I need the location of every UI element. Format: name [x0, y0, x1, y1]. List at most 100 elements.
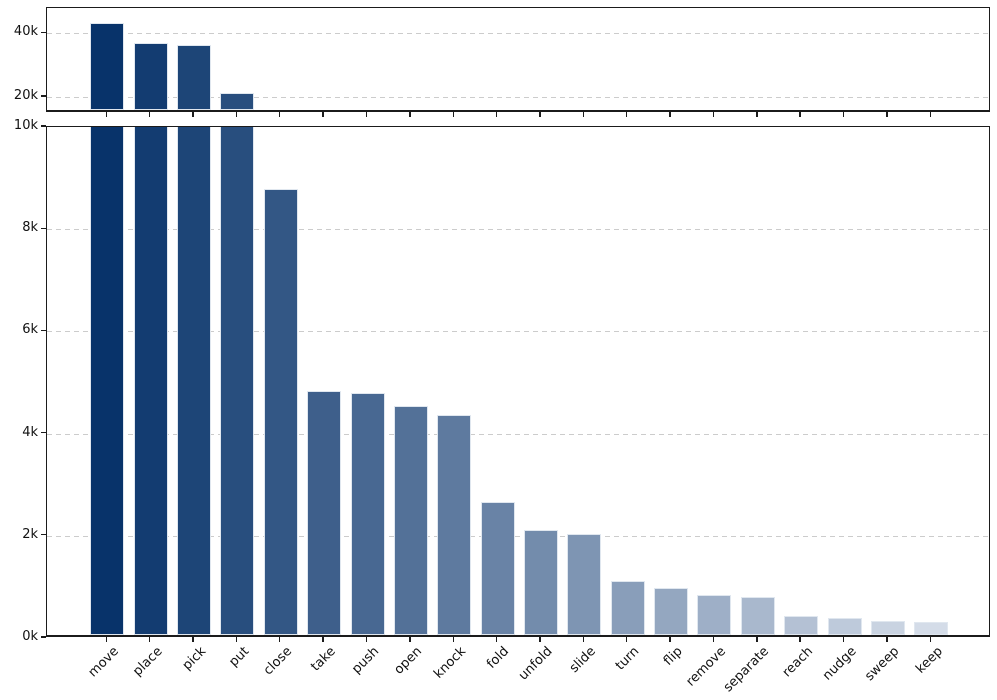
x-tick-take	[322, 112, 324, 117]
x-label-open: open	[391, 644, 426, 678]
y-tick-label-2k: 2k	[22, 526, 38, 542]
x-label-keep: keep	[913, 644, 946, 677]
bar-remove	[697, 594, 732, 635]
x-tick-knock	[452, 637, 454, 642]
bar-sweep	[870, 621, 905, 635]
x-label-pick: pick	[179, 644, 209, 674]
x-label-sweep: sweep	[862, 644, 903, 685]
x-tick-open	[409, 637, 411, 642]
x-tick-sweep	[886, 637, 888, 642]
x-tick-close	[279, 112, 281, 117]
bar-slide	[567, 533, 602, 635]
x-tick-push	[365, 637, 368, 642]
x-tick-put	[235, 637, 238, 642]
x-tick-put	[235, 112, 238, 117]
bar-open	[393, 406, 428, 635]
x-label-close: close	[261, 644, 296, 679]
x-tick-reach	[799, 637, 801, 642]
x-tick-reach	[799, 112, 801, 117]
x-tick-sweep	[886, 112, 888, 117]
x-label-take: take	[308, 644, 339, 675]
y-tick-4k	[41, 431, 46, 434]
x-tick-flip	[669, 637, 671, 642]
x-tick-unfold	[539, 637, 541, 642]
x-label-unfold: unfold	[516, 644, 556, 684]
upper-axis-panel	[46, 7, 990, 112]
x-tick-separate	[756, 637, 758, 642]
x-label-slide: slide	[566, 644, 599, 676]
gridline-40000	[47, 33, 989, 35]
gridline-2000	[47, 535, 989, 537]
y-tick-0k	[41, 636, 46, 638]
x-tick-move	[105, 637, 107, 642]
lower-plot-area	[47, 127, 989, 635]
x-label-reach: reach	[779, 644, 816, 681]
x-label-knock: knock	[431, 644, 469, 682]
x-tick-place	[148, 637, 151, 642]
x-label-flip: flip	[660, 644, 686, 669]
y-tick-label-20k: 20k	[13, 88, 38, 104]
x-tick-remove	[712, 112, 715, 117]
x-label-put: put	[226, 644, 253, 670]
bar-knock	[437, 414, 472, 635]
lower-axis-panel	[46, 126, 990, 637]
y-tick-2k	[41, 534, 46, 536]
x-tick-fold	[495, 112, 498, 117]
bar-move	[90, 22, 125, 110]
bar-pick	[177, 127, 212, 635]
x-tick-nudge	[842, 637, 845, 642]
x-label-move: move	[85, 644, 122, 681]
x-tick-flip	[669, 112, 671, 117]
y-tick-label-10k: 10k	[13, 118, 38, 133]
x-tick-turn	[626, 637, 628, 642]
y-tick-20k	[41, 95, 46, 97]
upper-plot-area	[47, 8, 989, 110]
bar-nudge	[827, 618, 862, 635]
x-tick-knock	[452, 112, 454, 117]
bar-separate	[740, 597, 775, 635]
bar-take	[307, 391, 342, 635]
x-tick-pick	[192, 112, 194, 117]
x-tick-fold	[495, 637, 498, 642]
bar-keep	[914, 622, 949, 635]
gridline-4000	[47, 433, 989, 435]
y-tick-label-0k: 0k	[22, 629, 38, 644]
x-label-nudge: nudge	[819, 644, 860, 684]
bar-fold	[480, 501, 515, 635]
x-tick-keep	[929, 637, 931, 642]
x-tick-move	[105, 112, 107, 117]
x-tick-keep	[929, 112, 931, 117]
x-tick-remove	[712, 637, 715, 642]
y-tick-label-6k: 6k	[22, 322, 38, 338]
bar-reach	[784, 616, 819, 635]
x-tick-open	[409, 112, 411, 117]
gridline-6000	[47, 331, 989, 333]
bar-put	[220, 93, 255, 110]
y-tick-label-8k: 8k	[22, 220, 38, 236]
bar-push	[350, 393, 385, 635]
x-tick-nudge	[842, 112, 845, 117]
bar-move	[90, 127, 125, 635]
x-tick-take	[322, 637, 324, 642]
x-tick-unfold	[539, 112, 541, 117]
y-tick-6k	[41, 329, 46, 332]
x-label-turn: turn	[612, 644, 643, 674]
y-tick-40k	[41, 31, 46, 34]
x-label-fold: fold	[484, 644, 513, 672]
x-label-place: place	[129, 644, 166, 680]
y-tick-8k	[41, 227, 46, 229]
x-tick-place	[148, 112, 151, 117]
x-tick-slide	[582, 112, 585, 117]
gridline-20000	[47, 97, 989, 99]
bar-unfold	[523, 529, 558, 635]
x-tick-push	[365, 112, 368, 117]
x-tick-turn	[626, 112, 628, 117]
y-tick-label-40k: 40k	[13, 24, 38, 40]
x-tick-close	[279, 637, 281, 642]
bar-place	[133, 127, 168, 635]
bar-put	[220, 127, 255, 635]
x-tick-pick	[192, 637, 194, 642]
bar-close	[263, 189, 298, 635]
gridline-8000	[47, 229, 989, 231]
